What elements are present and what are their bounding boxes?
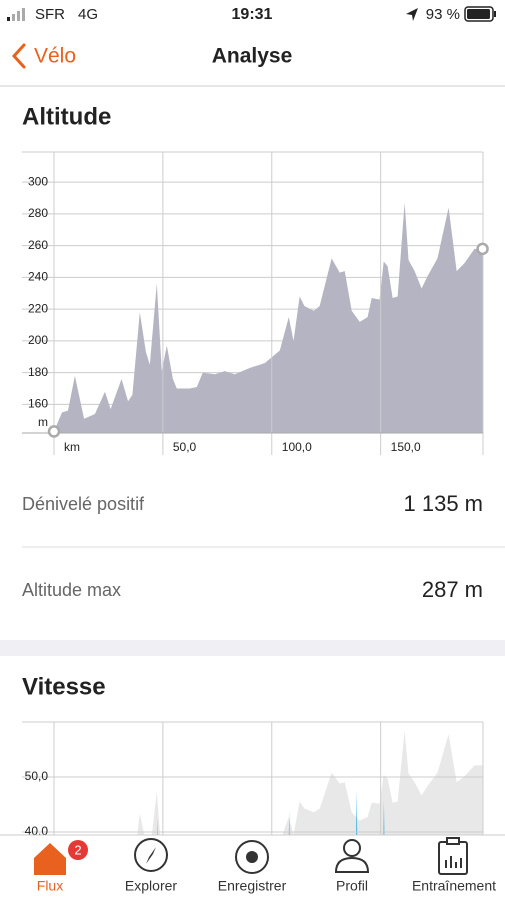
- y-tick-label: 180: [28, 365, 48, 379]
- section-gap: [0, 640, 505, 656]
- y-tick-label: 50,0: [25, 769, 49, 783]
- battery-text: 93 %: [426, 6, 460, 23]
- tab-label[interactable]: Profil: [336, 878, 368, 894]
- tab-label[interactable]: Flux: [37, 878, 63, 894]
- explorer-icon[interactable]: [134, 838, 168, 872]
- speed-plot: [53, 722, 483, 835]
- y-tick-label: 220: [28, 301, 48, 315]
- section-title: Altitude: [22, 103, 111, 130]
- badge-count: 2: [74, 842, 81, 857]
- tab-label[interactable]: Entraînement: [412, 878, 496, 894]
- endpoint-marker: [47, 425, 61, 438]
- x-tick-label: 50,0: [173, 440, 197, 454]
- location-icon: [406, 8, 418, 21]
- badge: [68, 840, 88, 860]
- profile-icon[interactable]: [343, 839, 361, 857]
- network: 4G: [78, 6, 98, 23]
- flux-icon[interactable]: [34, 843, 66, 875]
- signal: [7, 8, 25, 21]
- altitude-area: [54, 202, 483, 433]
- x-tick-label: km: [64, 440, 80, 454]
- y-tick-label: 200: [28, 333, 48, 347]
- section-title: Vitesse: [22, 673, 106, 700]
- record-icon[interactable]: [235, 840, 269, 874]
- y-tick-label: 260: [28, 238, 48, 252]
- stat-label: Altitude max: [22, 580, 121, 600]
- back-chevron[interactable]: [11, 43, 26, 69]
- x-tick-label: 100,0: [282, 440, 312, 454]
- altitude-silhouette: [54, 730, 483, 835]
- tab-label[interactable]: Enregistrer: [218, 878, 287, 894]
- nav-title: Analyse: [212, 45, 293, 68]
- tab-label[interactable]: Explorer: [125, 878, 177, 894]
- y-tick-label: 240: [28, 270, 48, 284]
- stat-value: 1 135 m: [404, 491, 484, 516]
- carrier: SFR: [35, 6, 65, 23]
- stat-label: Dénivelé positif: [22, 494, 145, 514]
- y-tick-label: 280: [28, 206, 48, 220]
- y-axis-label: m: [38, 415, 48, 429]
- back-button[interactable]: Vélo: [34, 45, 76, 68]
- stat-value: 287 m: [422, 577, 483, 602]
- battery-icon: [464, 6, 496, 22]
- y-tick-label: 160: [28, 397, 48, 411]
- endpoint-marker: [476, 242, 489, 256]
- y-tick-label: 300: [28, 174, 48, 188]
- x-tick-label: 150,0: [391, 440, 421, 454]
- time: 19:31: [232, 6, 273, 23]
- tab-bar: Flux Explorer Enregistrer Profil Entraînemen…: [0, 834, 505, 898]
